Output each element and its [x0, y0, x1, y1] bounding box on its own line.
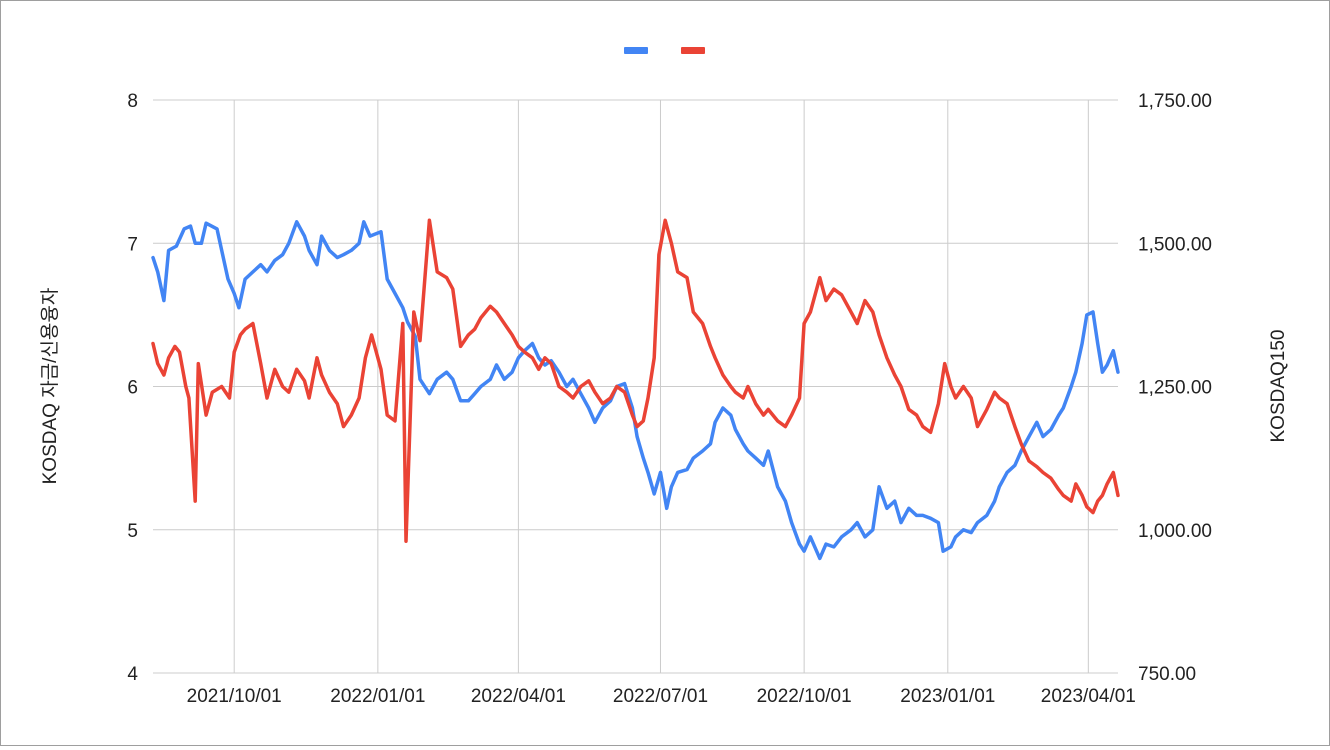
right-tick-label: 750.00	[1138, 664, 1196, 685]
gridlines	[153, 99, 1118, 674]
right-tick-label: 1,000.00	[1138, 521, 1212, 542]
left-tick-label: 6	[127, 378, 138, 399]
left-tick-label: 4	[127, 664, 138, 685]
right-tick-label: 1,250.00	[1138, 378, 1212, 399]
right-tick-label: 1,750.00	[1138, 91, 1212, 112]
x-tick-label: 2022/07/01	[613, 686, 708, 707]
x-tick-label: 2021/10/01	[187, 686, 282, 707]
left-tick-label: 8	[127, 91, 138, 112]
legend-swatch-series-2	[681, 47, 705, 54]
x-tick-label: 2022/04/01	[471, 686, 566, 707]
right-tick-label: 1,500.00	[1138, 234, 1212, 255]
right-axis-title: KOSDAQ150	[1268, 330, 1289, 443]
series-lines	[151, 218, 1120, 561]
x-tick-label: 2022/01/01	[330, 686, 425, 707]
left-tick-label: 5	[127, 521, 138, 542]
x-tick-label: 2023/01/01	[900, 686, 995, 707]
legend-swatch-series-1	[624, 47, 648, 54]
legend	[624, 47, 705, 54]
left-tick-label: 7	[127, 234, 138, 255]
series-line-2	[151, 218, 1120, 543]
left-axis-title: KOSDAQ 자금/신용융자	[39, 288, 61, 485]
series-line-1	[151, 220, 1120, 561]
x-tick-label: 2022/10/01	[757, 686, 852, 707]
x-tick-label: 2023/04/01	[1041, 686, 1136, 707]
tick-labels: 4 750.00 5 1,000.00 6 1,250.00 7 1,500.00 8 1,750…	[127, 91, 1212, 707]
